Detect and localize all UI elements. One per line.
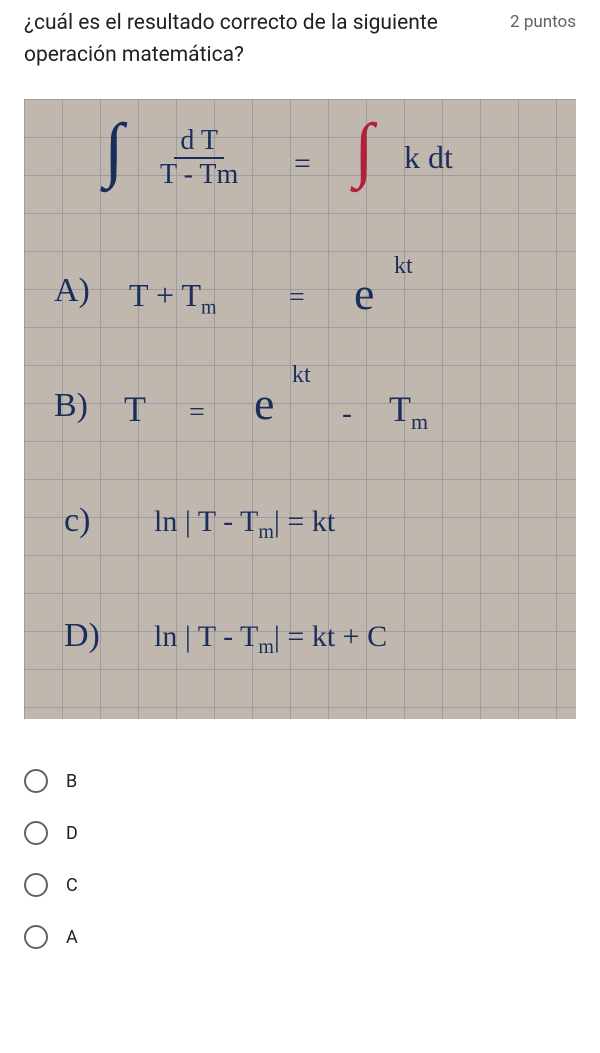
- equals-top: =: [294, 149, 311, 179]
- option-label: C: [66, 875, 78, 896]
- integral-right-text: k dt: [404, 141, 453, 173]
- option-c[interactable]: C: [24, 859, 576, 911]
- integral-sign-right: ∫: [354, 113, 374, 185]
- options-group: B D C A: [24, 743, 576, 963]
- option-b[interactable]: B: [24, 755, 576, 807]
- option-a-e: e: [354, 271, 374, 317]
- option-c-label: c): [64, 504, 90, 538]
- question-image: ∫ d T T - Tm = ∫ k dt A) T + Tm = e kt B…: [24, 99, 576, 719]
- integral-sign-left: ∫: [104, 113, 124, 185]
- option-label: B: [66, 771, 77, 792]
- option-b-equals: =: [189, 399, 205, 427]
- radio-icon: [24, 821, 48, 845]
- fraction-denominator: T - Tm: [154, 159, 244, 189]
- option-label: D: [66, 823, 78, 844]
- option-a[interactable]: A: [24, 911, 576, 963]
- radio-icon: [24, 769, 48, 793]
- option-d-label: D): [64, 619, 100, 653]
- radio-icon: [24, 873, 48, 897]
- option-a-label: A): [54, 274, 90, 308]
- option-b-label: B): [54, 389, 88, 423]
- option-a-equals: =: [289, 284, 305, 312]
- option-b-exp: kt: [292, 363, 311, 387]
- option-label: A: [66, 927, 78, 948]
- radio-icon: [24, 925, 48, 949]
- question-text: ¿cuál es el resultado correcto de la sig…: [24, 8, 510, 71]
- option-b-Tm: Tm: [389, 391, 428, 433]
- option-d-ln: ln | T - Tm| = kt + C: [154, 622, 387, 657]
- option-a-exp: kt: [394, 254, 413, 278]
- question-points: 2 puntos: [510, 8, 576, 32]
- fraction-numerator: d T: [174, 127, 224, 159]
- question-header: ¿cuál es el resultado correcto de la sig…: [24, 0, 576, 71]
- option-d[interactable]: D: [24, 807, 576, 859]
- option-c-ln: ln | T - Tm| = kt: [154, 507, 335, 542]
- option-b-e: e: [254, 381, 274, 427]
- fraction-left: d T T - Tm: [154, 127, 244, 189]
- option-b-minus: -: [342, 399, 352, 429]
- option-a-lhs: T + Tm: [129, 279, 217, 317]
- option-b-T: T: [124, 391, 146, 427]
